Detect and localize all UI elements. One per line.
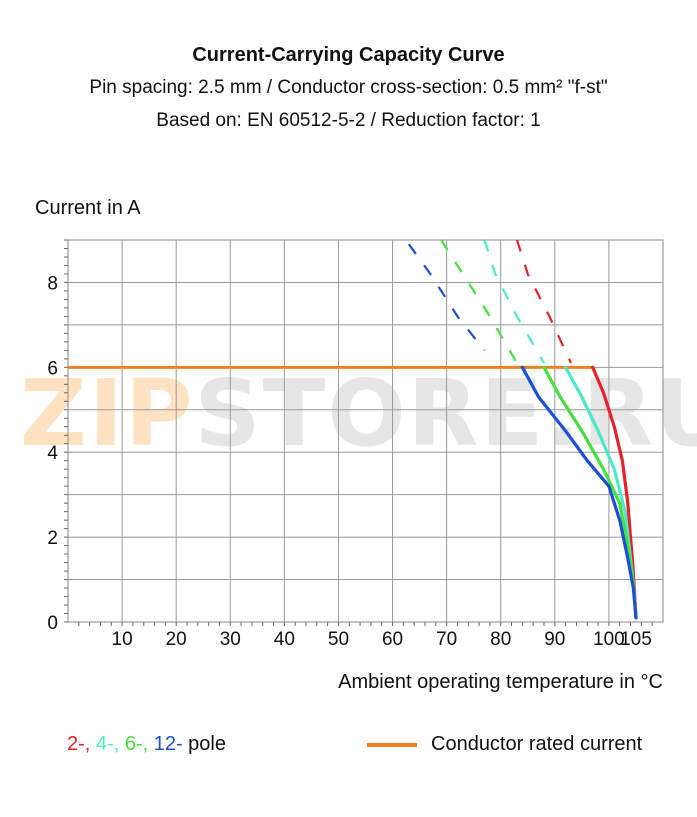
series-2--dashed-line [515, 239, 572, 364]
watermark-part1: ZIP [20, 360, 195, 467]
series-12--dashed-line [407, 243, 486, 352]
x-tick-label: 20 [166, 629, 187, 650]
series-6--dashed-line [440, 239, 518, 364]
legend-4-pole: 4-, [95, 733, 120, 755]
y-axis-label: Current in A [35, 197, 141, 219]
legend-pole-suffix: pole [182, 733, 226, 755]
x-tick-label: 10 [112, 629, 133, 650]
x-axis-label: Ambient operating temperature in °C [338, 671, 663, 693]
x-tick-label: 105 [620, 629, 652, 650]
x-tick-label: 40 [274, 629, 295, 650]
rated-current-label: Conductor rated current [431, 733, 643, 755]
rated-current-legend: Conductor rated current [367, 733, 642, 756]
series-12--line [520, 365, 638, 620]
series-4--dashed-line [483, 239, 545, 364]
y-tick-label: 4 [47, 443, 58, 464]
x-tick-label: 90 [544, 629, 565, 650]
x-tick-label: 100 [593, 629, 625, 650]
x-tick-label: 70 [436, 629, 457, 650]
watermark: ZIPSTORE.RU [20, 360, 697, 467]
y-tick-label: 8 [47, 273, 58, 294]
x-tick-label: 30 [220, 629, 241, 650]
chart-title: Current-Carrying Capacity Curve [192, 44, 505, 66]
plot-frame [67, 239, 664, 623]
chart-subtitle-2: Based on: EN 60512-5-2 / Reduction facto… [156, 110, 541, 131]
y-tick-label: 0 [47, 613, 58, 634]
legend-2-pole: 2-, [67, 733, 91, 755]
series-6--line [542, 365, 638, 620]
chart-subtitle-1: Pin spacing: 2.5 mm / Conductor cross-se… [89, 77, 608, 98]
legend-12-pole: 12- [153, 733, 183, 755]
y-tick-label: 6 [47, 358, 58, 379]
y-tick-label: 2 [47, 528, 58, 549]
pole-legend: 2-, 4-, 6-, 12- pole [67, 733, 226, 756]
x-tick-label: 50 [328, 629, 349, 650]
rated-current-swatch [367, 742, 417, 747]
x-tick-label: 80 [490, 629, 511, 650]
x-tick-label: 60 [382, 629, 403, 650]
watermark-part2: STORE.RU [194, 360, 697, 467]
legend-6-pole: 6-, [124, 733, 149, 755]
